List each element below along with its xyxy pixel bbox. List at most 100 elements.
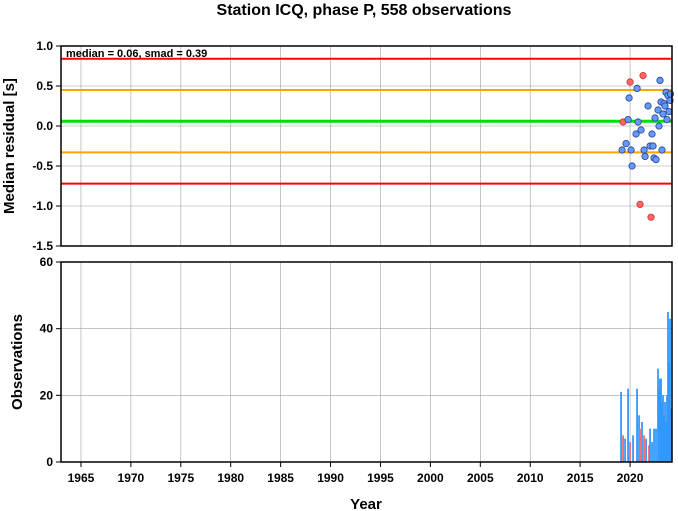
residual-point-3	[624, 116, 632, 124]
residual-point-22	[651, 114, 659, 122]
observation-bar-0	[620, 392, 622, 462]
residual-point-28	[658, 146, 666, 154]
residual-reference-lines	[61, 57, 672, 185]
observation-bar-15	[653, 428, 655, 462]
year-x-tick-label-11: 2020	[617, 471, 644, 485]
residual-y-tick-label-1: 0.5	[36, 79, 53, 93]
observation-bar-8	[639, 428, 641, 462]
residual-point-16	[644, 102, 652, 110]
observation-bar-1	[622, 435, 624, 462]
residual-y-tick-label-0: 1.0	[36, 39, 53, 53]
residual-point-19	[648, 130, 656, 138]
year-x-tick-label-5: 1990	[317, 471, 344, 485]
year-x-tick-label-0: 1965	[68, 471, 95, 485]
residual-point-13	[639, 72, 647, 80]
observation-bar-9	[641, 422, 643, 462]
year-x-ticks: 1965 1970 1975 1980 1985 1990 1995 2000 2005 2010…	[68, 462, 644, 485]
observation-bar-27	[667, 312, 669, 462]
observation-bar-23	[663, 415, 665, 462]
year-x-tick-label-3: 1980	[217, 471, 244, 485]
observation-bar-13	[649, 428, 651, 462]
residual-point-4	[625, 94, 633, 102]
observation-bar-18	[658, 388, 660, 462]
observation-bar-5	[632, 435, 634, 462]
residual-point-35	[665, 108, 673, 116]
year-x-tick-label-9: 2010	[517, 471, 544, 485]
residual-point-6	[627, 146, 635, 154]
observation-bar-30	[670, 408, 672, 462]
year-x-tick-label-7: 2000	[417, 471, 444, 485]
residual-y-tick-label-3: -0.5	[32, 159, 53, 173]
observation-bar-7	[638, 415, 640, 462]
observation-bar-20	[660, 378, 662, 462]
residual-panel-background	[61, 46, 672, 246]
residual-point-2	[622, 140, 630, 148]
year-x-tick-label-6: 1995	[367, 471, 394, 485]
observations-y-ticks: 60 40 20 0	[40, 255, 61, 469]
observation-bar-19	[659, 378, 661, 462]
residual-y-axis-label: Median residual [s]	[1, 78, 18, 214]
residual-point-31	[661, 102, 669, 110]
residual-point-11	[636, 200, 644, 208]
residual-point-0	[618, 146, 626, 154]
residual-point-5	[626, 78, 634, 86]
observation-bar-24	[664, 402, 666, 462]
observations-y-tick-label-2: 20	[40, 388, 54, 402]
observation-bar-4	[629, 442, 631, 462]
observation-bar-14	[651, 442, 653, 462]
year-x-tick-label-10: 2015	[567, 471, 594, 485]
residual-point-33	[663, 116, 671, 124]
observation-bar-11	[645, 438, 647, 462]
observation-bar-22	[662, 395, 664, 462]
median-smad-annotation: median = 0.06, smad = 0.39	[66, 48, 207, 60]
observation-bar-12	[648, 445, 650, 462]
observations-y-tick-label-0: 60	[40, 255, 54, 269]
residual-panel: 1.0 0.5 0.0 -0.5 -1.0 -1.5 median = 0.06, sma…	[1, 39, 675, 253]
residual-point-20	[649, 142, 657, 150]
residual-point-12	[637, 126, 645, 134]
residual-y-tick-label-2: 0.0	[36, 119, 53, 133]
observation-bar-10	[643, 435, 645, 462]
residual-point-14	[640, 146, 648, 154]
observation-bar-17	[657, 368, 659, 462]
year-x-tick-label-4: 1985	[267, 471, 294, 485]
year-x-tick-label-2: 1975	[167, 471, 194, 485]
observations-panel-frame	[60, 261, 673, 463]
observation-bars	[620, 312, 672, 462]
year-x-axis-label: Year	[350, 496, 382, 511]
observations-panel-background	[61, 262, 672, 462]
residual-y-tick-label-4: -1.0	[32, 199, 53, 213]
residual-point-26	[656, 76, 664, 85]
year-x-tick-label-1: 1970	[118, 471, 145, 485]
residual-point-29	[659, 110, 667, 118]
observation-bar-21	[661, 402, 663, 462]
observation-bar-28	[668, 362, 670, 462]
residual-point-9	[633, 84, 641, 93]
residual-point-8	[632, 130, 640, 138]
year-x-tick-label-8: 2005	[467, 471, 494, 485]
observation-bar-25	[665, 422, 667, 462]
observations-y-axis-label: Observations	[9, 314, 26, 410]
observation-bar-3	[627, 388, 629, 462]
observation-bar-29	[669, 318, 671, 462]
residual-point-25	[655, 122, 663, 130]
observation-bar-2	[624, 438, 626, 462]
residual-y-ticks: 1.0 0.5 0.0 -0.5 -1.0 -1.5	[32, 39, 61, 253]
observations-y-tick-label-3: 0	[46, 455, 53, 469]
residual-point-10	[634, 118, 642, 126]
observation-bar-16	[655, 428, 657, 462]
residual-point-18	[647, 213, 655, 221]
residual-point-23	[652, 156, 660, 164]
chart-title: Station ICQ, phase P, 558 observations	[217, 2, 512, 19]
observation-bar-6	[636, 388, 638, 462]
residual-panel-frame	[60, 45, 673, 247]
observations-panel: 60 40 20 0 1965 1970 1975 1980 1985 1990 1995 2000…	[9, 255, 673, 511]
residual-point-7	[628, 162, 636, 170]
residual-point-15	[641, 152, 649, 160]
residual-y-tick-label-5: -1.5	[32, 239, 53, 253]
observations-y-tick-label-1: 40	[40, 322, 54, 336]
observation-bar-26	[666, 395, 668, 462]
residual-point-24	[654, 106, 662, 114]
